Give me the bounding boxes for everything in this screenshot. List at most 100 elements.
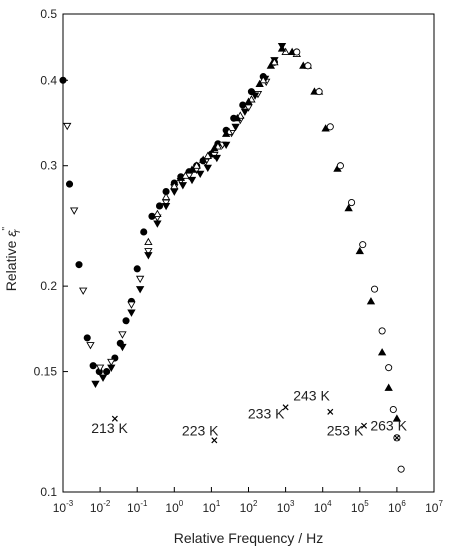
data-point-filled-triangle-down <box>127 309 136 317</box>
data-point-filled-triangle-up <box>266 61 276 69</box>
x-tick-label: 100 <box>165 499 183 515</box>
x-tick-label: 10-3 <box>53 499 74 515</box>
data-point-filled-triangle-down <box>161 202 171 211</box>
data-point-open-circle <box>336 162 344 170</box>
data-point-open-triangle-up <box>144 237 153 246</box>
data-point-filled-triangle-up <box>198 155 208 163</box>
data-point-open-triangle-up <box>153 209 162 217</box>
data-point-cross <box>282 404 289 411</box>
data-point-open-circle <box>326 123 334 131</box>
x-tick-label: 102 <box>240 499 258 515</box>
data-point-open-triangle-down <box>69 207 79 215</box>
data-point-filled-triangle-down <box>153 220 162 228</box>
x-tick-label: 105 <box>351 499 369 515</box>
data-point-open-triangle-up <box>181 171 190 179</box>
y-axis-title: Relative ε''r <box>1 227 23 292</box>
data-point-filled-circle <box>83 334 91 342</box>
y-tick-label: 0.3 <box>40 159 57 173</box>
data-point-open-circle <box>378 327 386 335</box>
data-point-open-circle <box>359 241 367 249</box>
data-point-filled-triangle-down <box>118 343 127 352</box>
x-tick-label: 101 <box>202 499 220 515</box>
data-point-cross <box>111 415 118 422</box>
data-point-open-triangle-up <box>192 161 201 169</box>
data-point-open-triangle-down <box>63 122 72 131</box>
data-point-filled-triangle-up <box>366 297 376 305</box>
data-point-filled-triangle-down <box>178 182 188 190</box>
data-point-filled-circle <box>122 317 130 325</box>
data-point-filled-triangle-down <box>187 176 197 185</box>
data-point-open-triangle-up <box>270 57 279 66</box>
temperature-annotations: 213 K 223 K 233 K 243 K 253 K 263 K <box>91 388 407 439</box>
temperature-label: 223 K <box>182 422 219 438</box>
data-point-filled-circle <box>103 368 111 376</box>
data-point-open-circle <box>385 364 393 372</box>
data-point-open-circle <box>304 62 312 70</box>
data-point-filled-triangle-down <box>221 141 231 150</box>
temperature-label: 213 K <box>91 420 128 436</box>
data-point-open-triangle-up <box>259 75 268 84</box>
data-point-filled-circle <box>140 228 148 236</box>
temperature-label: 243 K <box>293 388 330 404</box>
data-point-cross <box>361 422 368 429</box>
data-point-filled-triangle-down <box>98 374 108 382</box>
data-point-filled-triangle-up <box>344 203 353 212</box>
data-point-filled-circle <box>59 76 67 84</box>
data-point-cross <box>211 437 218 444</box>
data-point-open-triangle-down <box>95 364 105 372</box>
y-tick-label: 0.5 <box>40 7 57 21</box>
temperature-label: 263 K <box>370 418 407 434</box>
data-point-filled-circle <box>155 202 164 210</box>
data-point-open-triangle-down <box>144 248 153 256</box>
data-point-open-circle <box>397 465 405 473</box>
x-tick-label: 10-1 <box>127 499 148 515</box>
data-point-filled-triangle-down <box>231 123 240 132</box>
data-point-filled-triangle-down <box>203 164 212 173</box>
data-point-filled-triangle-up <box>221 129 231 137</box>
data-point-open-circle <box>371 285 379 293</box>
data-point-open-circle <box>315 88 323 96</box>
data-point-filled-triangle-down <box>250 92 260 100</box>
data-points <box>59 42 405 473</box>
data-point-filled-triangle-down <box>135 286 145 294</box>
data-point-filled-circle <box>133 265 141 273</box>
data-point-filled-triangle-down <box>240 108 250 116</box>
x-tick-label: 104 <box>314 499 332 515</box>
data-point-filled-triangle-up <box>176 173 186 181</box>
x-axis-title: Relative Frequency / Hz <box>174 530 323 546</box>
data-point-filled-triangle-down <box>212 154 221 163</box>
data-point-open-triangle-down <box>135 275 145 284</box>
data-point-filled-triangle-up <box>233 113 242 122</box>
data-point-filled-triangle-down <box>107 364 116 372</box>
data-point-open-triangle-down <box>127 301 136 309</box>
x-tick-label: 107 <box>425 499 443 515</box>
data-point-open-triangle-down <box>244 104 253 112</box>
y-tick-label: 0.15 <box>34 365 58 379</box>
data-point-filled-triangle-up <box>255 79 264 88</box>
temperature-label: 253 K <box>327 422 364 438</box>
data-point-cross <box>393 434 400 441</box>
data-point-filled-triangle-up <box>277 44 287 52</box>
x-tick-label: 10-2 <box>90 499 111 515</box>
data-point-open-circle <box>348 199 356 207</box>
data-point-open-triangle-down <box>118 331 127 339</box>
data-point-filled-triangle-up <box>392 414 402 422</box>
data-point-filled-triangle-down <box>170 188 179 196</box>
y-tick-label: 0.1 <box>40 485 57 499</box>
data-point-open-triangle-up <box>203 151 212 159</box>
data-point-cross <box>327 408 334 415</box>
data-point-filled-circle <box>75 261 83 269</box>
x-tick-label: 106 <box>388 499 406 515</box>
data-point-filled-triangle-up <box>187 165 197 173</box>
data-point-open-circle <box>293 48 301 56</box>
data-point-filled-triangle-down <box>196 170 205 179</box>
data-point-filled-triangle-up <box>210 144 219 152</box>
data-point-filled-triangle-down <box>91 380 100 389</box>
x-tick-label: 103 <box>277 499 295 515</box>
data-point-filled-triangle-up <box>377 348 387 356</box>
data-point-open-circle <box>389 405 397 414</box>
data-point-filled-triangle-up <box>384 383 393 391</box>
data-point-open-triangle-up <box>170 181 179 190</box>
x-axis-ticks: 10-3 10-2 10-1 100 101 102 103 104 105 106 107 <box>53 487 443 515</box>
